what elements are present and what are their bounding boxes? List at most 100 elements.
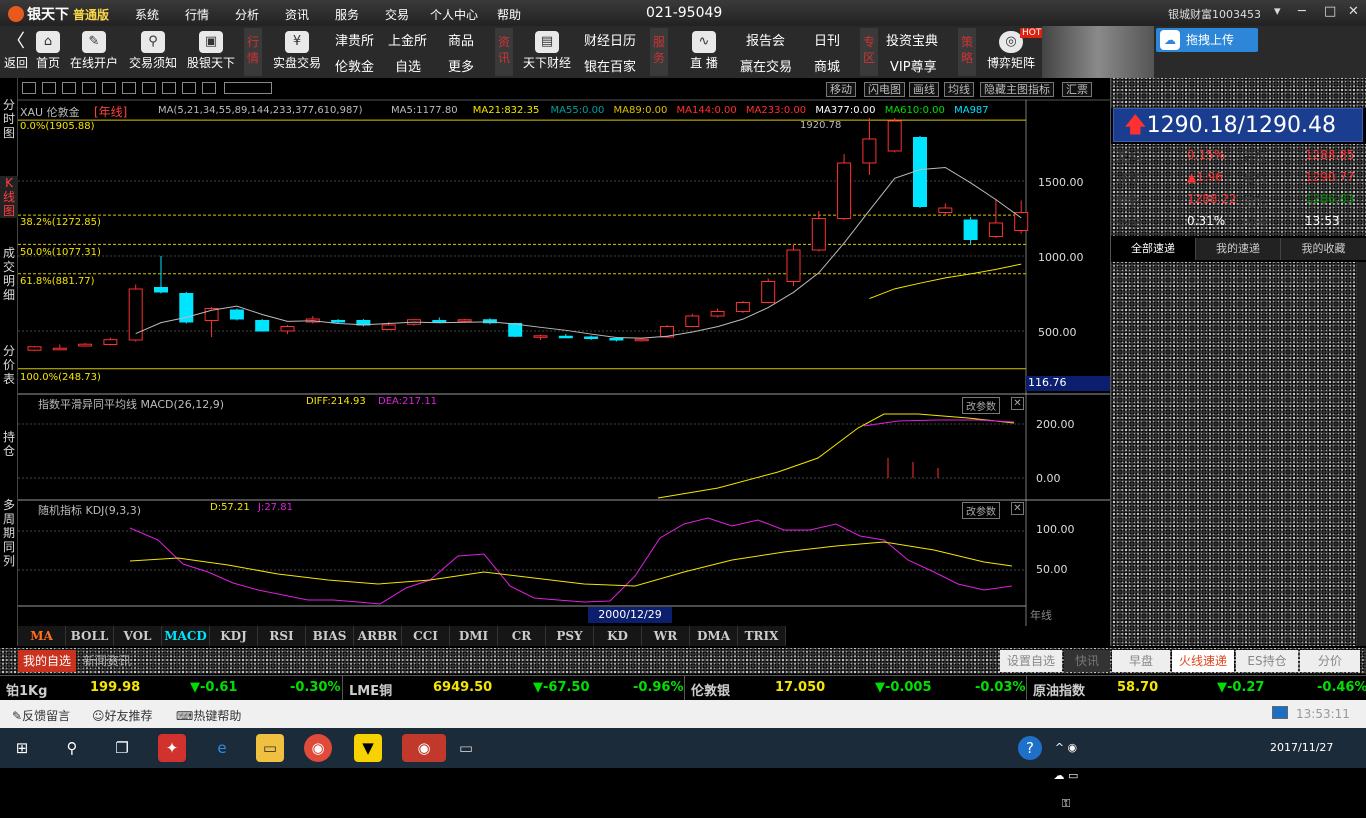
link-london-gold[interactable]: 伦敦金	[335, 60, 375, 75]
menu-personal[interactable]: 个人中心	[430, 8, 479, 22]
ticker-item[interactable]: 原油指数 58.70 ▼-0.27 -0.46%	[1026, 676, 1366, 700]
nav-price-table[interactable]: 分价表	[2, 344, 15, 386]
upload-button[interactable]: ☁ 拖拽上传	[1156, 28, 1258, 52]
indicator-tab-boll[interactable]: BOLL	[66, 626, 114, 646]
link-vip[interactable]: VIP尊享	[890, 60, 937, 75]
ticker-item[interactable]: 铂1Kg 199.98 ▼-0.61 -0.30%	[0, 676, 342, 700]
kdj-param-button[interactable]: 改参数	[962, 502, 1000, 519]
game-matrix-button[interactable]: ◎ 博弈矩阵	[982, 26, 1040, 78]
windows-start-icon[interactable]: ⊞	[15, 739, 29, 757]
link-investment-book[interactable]: 投资宝典	[886, 34, 939, 49]
zoom-select[interactable]	[224, 82, 272, 94]
link-bankers[interactable]: 银在百家	[584, 60, 637, 75]
move-button[interactable]: 移动	[826, 82, 856, 97]
tab-price-split[interactable]: 分价	[1300, 650, 1360, 672]
hide-indicator-button[interactable]: 隐藏主图指标	[980, 82, 1054, 97]
tool-icon[interactable]	[22, 82, 36, 94]
menu-system[interactable]: 系统	[135, 8, 160, 22]
link-mall[interactable]: 商城	[814, 60, 841, 75]
chrome-icon[interactable]: ◉	[304, 734, 332, 762]
tray-icons[interactable]: ^ ◉ ☁ ▭ ⚿	[1053, 741, 1079, 810]
link-win-trade[interactable]: 赢在交易	[740, 60, 793, 75]
live-button[interactable]: ∿ 直 播	[676, 26, 732, 78]
nav-multi-period[interactable]: 多周期同列	[2, 498, 15, 568]
recommend-link[interactable]: ☺好友推荐	[92, 707, 153, 724]
tab-es-position[interactable]: ES持仓	[1236, 650, 1298, 672]
tab-fire-express[interactable]: 火线速递	[1172, 650, 1234, 672]
tab-morning[interactable]: 早盘	[1112, 650, 1170, 672]
live-trade-button[interactable]: ¥ 实盘交易	[268, 26, 326, 78]
tab-my-favorites[interactable]: 我的收藏	[1281, 238, 1366, 260]
link-commodity[interactable]: 商品	[448, 34, 475, 49]
feedback-link[interactable]: ✎反馈留言	[12, 707, 70, 724]
indicator-tab-cr[interactable]: CR	[498, 626, 546, 646]
app-icon[interactable]: ✦	[158, 734, 186, 762]
indicator-tab-kd[interactable]: KD	[594, 626, 642, 646]
link-more[interactable]: 更多	[448, 60, 475, 75]
tab-all-express[interactable]: 全部速递	[1111, 238, 1196, 260]
tool-icon[interactable]	[182, 82, 196, 94]
link-tianjin[interactable]: 津贵所	[335, 34, 375, 49]
tab-news-info[interactable]: 新闻资讯	[82, 654, 131, 668]
tool-icon[interactable]	[82, 82, 96, 94]
search-icon[interactable]: ⚲	[66, 739, 78, 757]
tab-my-express[interactable]: 我的速递	[1196, 238, 1281, 260]
maximize-icon[interactable]: □	[1324, 4, 1337, 19]
folder-icon[interactable]: ▭	[256, 734, 284, 762]
indicator-tab-rsi[interactable]: RSI	[258, 626, 306, 646]
ticker-item[interactable]: LME铜 6949.50 ▼-67.50 -0.96%	[342, 676, 684, 700]
link-calendar[interactable]: 财经日历	[584, 34, 637, 49]
finance-news-button[interactable]: ▤ 天下财经	[518, 26, 576, 78]
menu-news[interactable]: 资讯	[285, 8, 310, 22]
kdj-close-icon[interactable]: ✕	[1011, 502, 1024, 515]
menu-analysis[interactable]: 分析	[235, 8, 260, 22]
tab-flash-news[interactable]: 快讯	[1064, 650, 1110, 672]
home-button[interactable]: ⌂ 首页	[33, 26, 63, 78]
flash-chart-button[interactable]: 闪电图	[864, 82, 905, 97]
menu-trade[interactable]: 交易	[385, 8, 410, 22]
express-feed[interactable]	[1111, 262, 1357, 646]
edge-icon[interactable]: e	[217, 739, 227, 757]
indicator-tab-bias[interactable]: BIAS	[306, 626, 354, 646]
indicator-tab-macd[interactable]: MACD	[162, 626, 210, 646]
nav-kline[interactable]: K线图	[0, 176, 18, 218]
nav-intraday[interactable]: 分时图	[2, 98, 15, 140]
indicator-tab-wr[interactable]: WR	[642, 626, 690, 646]
stock-tv-button[interactable]: ▣ 股银天下	[184, 26, 238, 78]
exchange-button[interactable]: 汇票	[1062, 82, 1092, 97]
tab-set-watchlist[interactable]: 设置自选	[1000, 650, 1062, 672]
tab-my-watchlist[interactable]: 我的自选	[18, 650, 76, 672]
indicator-tab-ma[interactable]: MA	[18, 626, 66, 646]
kline-chart[interactable]: 移动 闪电图 画线 均线 隐藏主图指标 汇票 XAU 伦敦金 [年线] MA(5…	[18, 78, 1110, 626]
menu-service[interactable]: 服务	[335, 8, 360, 22]
ma-button[interactable]: 均线	[944, 82, 974, 97]
minimize-icon[interactable]: ─	[1298, 4, 1306, 19]
menu-quotes[interactable]: 行情	[185, 8, 210, 22]
indicator-tab-dma[interactable]: DMA	[690, 626, 738, 646]
feed-scrollbar[interactable]	[1357, 262, 1366, 646]
indicator-tab-cci[interactable]: CCI	[402, 626, 450, 646]
open-account-button[interactable]: ✎ 在线开户	[67, 26, 121, 78]
nav-position[interactable]: 持仓	[2, 430, 15, 458]
indicator-tab-kdj[interactable]: KDJ	[210, 626, 258, 646]
indicator-tab-dmi[interactable]: DMI	[450, 626, 498, 646]
back-button[interactable]: 〈返回	[2, 26, 30, 78]
tool-icon[interactable]	[62, 82, 76, 94]
hotkey-link[interactable]: ⌨热键帮助	[176, 707, 241, 724]
macd-close-icon[interactable]: ✕	[1011, 397, 1024, 410]
link-daily[interactable]: 日刊	[814, 34, 841, 49]
link-watchlist[interactable]: 自选	[395, 60, 422, 75]
yintianxia-taskbar-icon[interactable]: ◉	[402, 734, 446, 762]
dropdown-icon[interactable]: ▾	[1274, 4, 1281, 19]
banner-image[interactable]	[1042, 26, 1154, 78]
app-icon[interactable]: ▼	[354, 734, 382, 762]
close-icon[interactable]: ✕	[1348, 4, 1359, 19]
macd-param-button[interactable]: 改参数	[962, 397, 1000, 414]
monitor-icon[interactable]	[1272, 706, 1288, 719]
tool-icon[interactable]	[142, 82, 156, 94]
trade-notice-button[interactable]: ⚲ 交易须知	[126, 26, 180, 78]
tool-icon[interactable]	[162, 82, 176, 94]
ticker-item[interactable]: 伦敦银 17.050 ▼-0.005 -0.03%	[684, 676, 1026, 700]
help-icon[interactable]: ?	[1018, 736, 1042, 760]
menu-help[interactable]: 帮助	[497, 8, 522, 22]
